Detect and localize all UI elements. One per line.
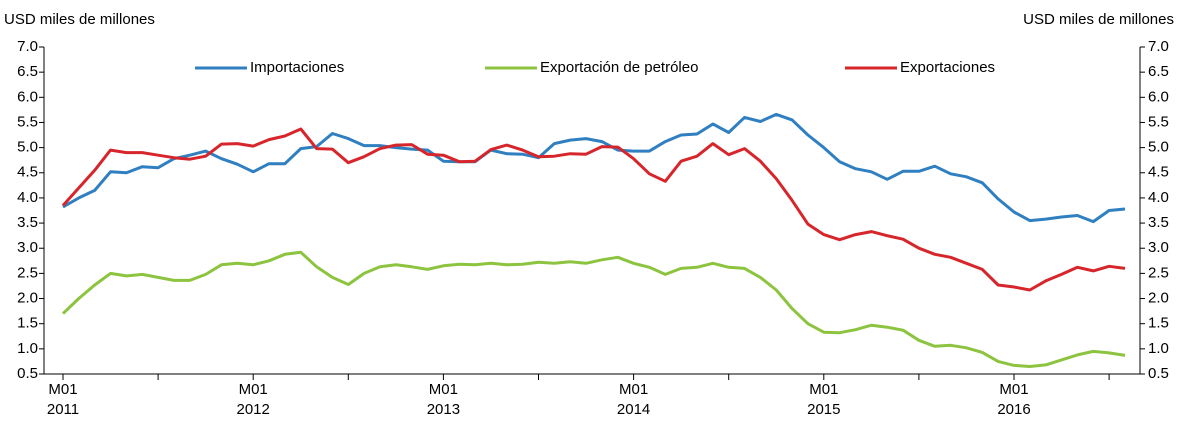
- series-line: [62, 112, 1126, 224]
- x-tick-label: M01: [999, 381, 1028, 398]
- y-tick-label: 2.5: [17, 264, 38, 281]
- y-tick-label: 2.0: [17, 290, 38, 307]
- y2-tick-label: 2.0: [1148, 290, 1169, 307]
- y-tick-label: 5.0: [17, 139, 38, 156]
- y2-tick-label: 4.5: [1148, 164, 1169, 181]
- series-line: [61, 127, 1126, 292]
- y-tick-label: 4.5: [17, 164, 38, 181]
- y2-tick-label: 7.0: [1148, 38, 1169, 55]
- y-tick-label: 3.0: [17, 239, 38, 256]
- x-tick-label: 2015: [807, 401, 840, 418]
- x-tick-label: M01: [809, 381, 838, 398]
- x-tick-label: M01: [239, 381, 268, 398]
- y-tick-label: 5.5: [17, 113, 38, 130]
- y2-tick-label: 6.5: [1148, 63, 1169, 80]
- x-tick-label: M01: [619, 381, 648, 398]
- y-tick-label: 4.0: [17, 189, 38, 206]
- y2-tick-label: 0.5: [1148, 365, 1169, 382]
- x-tick-label: 2012: [237, 401, 270, 418]
- legend-label: Exportación de petróleo: [540, 59, 698, 76]
- y2-tick-label: 1.0: [1148, 340, 1169, 357]
- legend-label: Exportaciones: [900, 59, 995, 76]
- series-line: [61, 250, 1126, 368]
- x-tick-label: 2013: [427, 401, 460, 418]
- y2-tick-label: 5.5: [1148, 113, 1169, 130]
- y2-tick-label: 4.0: [1148, 189, 1169, 206]
- x-tick-label: M01: [429, 381, 458, 398]
- y-axis-title: USD miles de millones: [4, 11, 155, 28]
- x-tick-label: 2016: [997, 401, 1030, 418]
- legend-label: Importaciones: [250, 59, 344, 76]
- y-tick-label: 0.5: [17, 365, 38, 382]
- y2-tick-label: 6.0: [1148, 88, 1169, 105]
- y2-tick-label: 1.5: [1148, 315, 1169, 332]
- y-tick-label: 1.5: [17, 315, 38, 332]
- x-tick-label: 2011: [47, 401, 79, 418]
- x-tick-label: 2014: [617, 401, 650, 418]
- y-tick-label: 1.0: [17, 340, 38, 357]
- y2-axis-title: USD miles de millones: [1023, 11, 1174, 28]
- y2-tick-label: 2.5: [1148, 264, 1169, 281]
- y2-tick-label: 3.0: [1148, 239, 1169, 256]
- y2-tick-label: 3.5: [1148, 214, 1169, 231]
- y-tick-label: 6.5: [17, 63, 38, 80]
- y-tick-label: 7.0: [17, 38, 38, 55]
- y-tick-label: 6.0: [17, 88, 38, 105]
- y2-tick-label: 5.0: [1148, 139, 1169, 156]
- x-tick-label: M01: [48, 381, 77, 398]
- y-tick-label: 3.5: [17, 214, 38, 231]
